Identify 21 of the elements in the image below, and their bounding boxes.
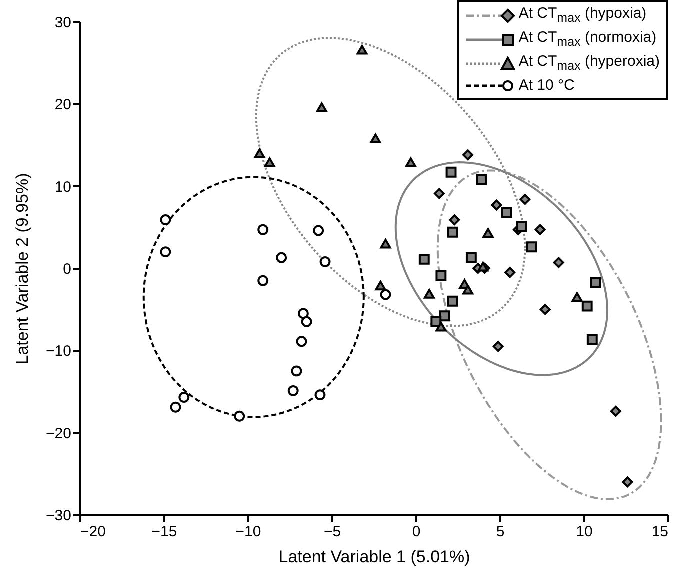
y-tick-label: −30 xyxy=(46,508,72,524)
legend-label: At CT$_{max}$ (hypoxia) xyxy=(518,4,647,27)
y-tick-label: −10 xyxy=(46,343,72,360)
x-tick-label: 10 xyxy=(576,524,593,540)
x-tick-label: −10 xyxy=(236,524,262,540)
y-tick-label: 20 xyxy=(54,96,72,114)
x-tick-label: −5 xyxy=(324,524,342,540)
x-tick-label: −20 xyxy=(80,524,106,540)
legend-label: At CT$_{max}$ (hyperoxia) xyxy=(518,52,660,75)
legend-label: At 10 °C xyxy=(518,76,575,96)
y-axis-title: Latent Variable 2 (9.95%) xyxy=(13,173,32,365)
x-axis-title: Latent Variable 1 (5.01%) xyxy=(278,548,470,566)
y-tick-label: 0 xyxy=(63,261,72,278)
y-tick-label: −20 xyxy=(46,425,72,442)
x-tick-label: 5 xyxy=(496,524,505,540)
y-tick-label: 10 xyxy=(54,178,72,196)
y-tick-label: 30 xyxy=(54,14,72,32)
x-tick-label: 0 xyxy=(412,524,421,540)
legend-label: At CT$_{max}$ (normoxia) xyxy=(518,28,657,51)
x-tick-label: 15 xyxy=(652,524,668,540)
x-tick-label: −15 xyxy=(152,524,178,540)
